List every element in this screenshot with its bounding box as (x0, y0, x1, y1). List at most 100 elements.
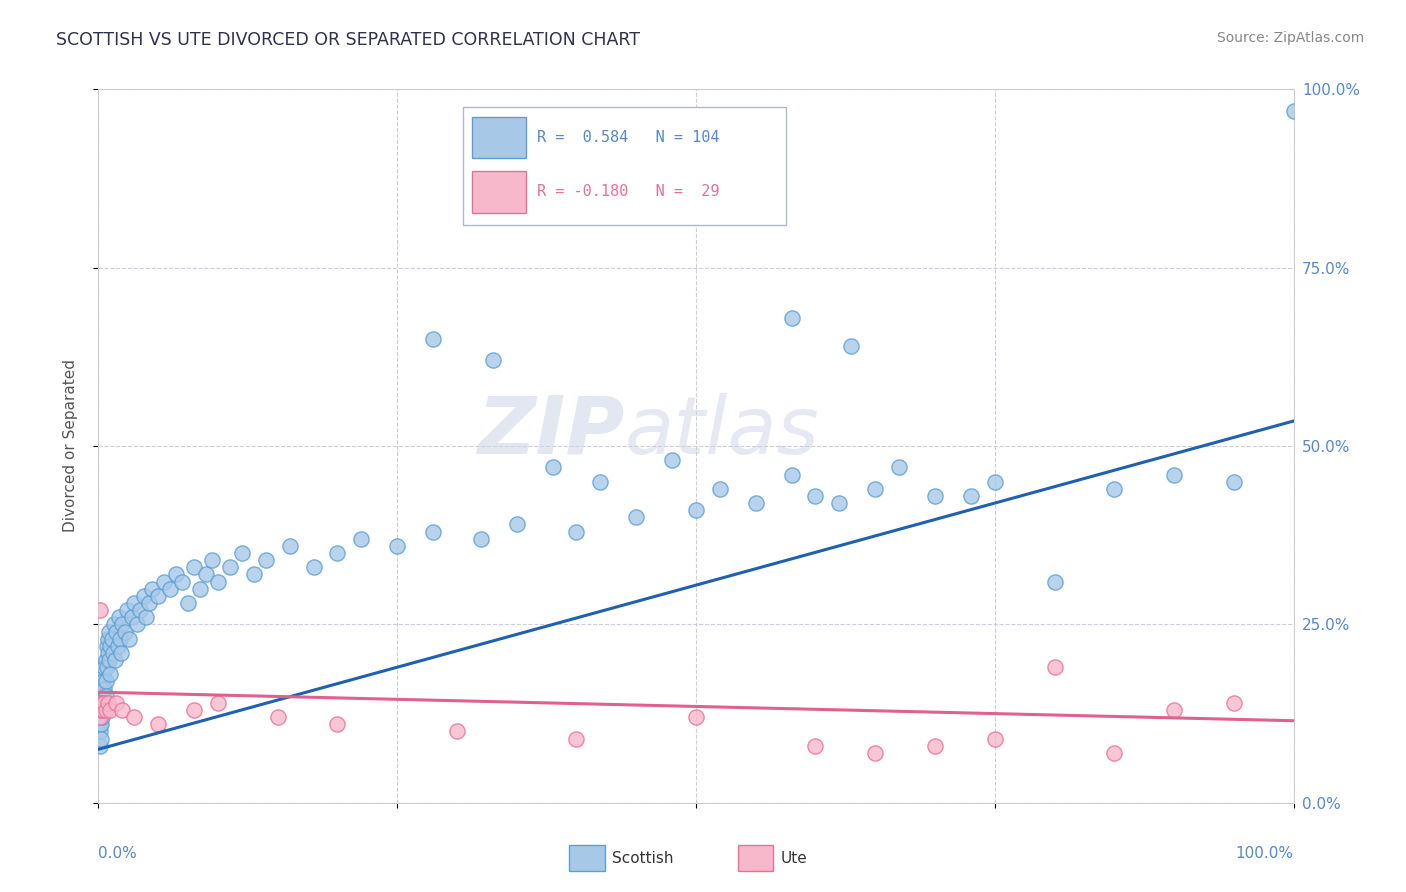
Point (97, 646, 120, 660)
Point (107, 639, 129, 653)
Point (745, 496, 768, 510)
Text: R = -0.180   N =  29: R = -0.180 N = 29 (537, 184, 720, 199)
Point (89, 710, 111, 724)
Text: R =  0.584   N = 104: R = 0.584 N = 104 (537, 129, 720, 145)
Point (207, 696, 229, 710)
Point (108, 632, 131, 646)
Point (865, 482, 887, 496)
Point (1163, 467, 1185, 482)
Point (589, 475, 612, 489)
Point (183, 703, 205, 717)
Point (90, 703, 112, 717)
Point (132, 589, 155, 603)
Point (1163, 703, 1185, 717)
Point (91, 667, 114, 681)
Point (93, 696, 115, 710)
Point (100, 632, 122, 646)
Point (141, 582, 163, 596)
Point (104, 653, 127, 667)
Point (385, 539, 409, 553)
Point (183, 560, 205, 574)
Point (135, 610, 157, 624)
Point (89, 696, 111, 710)
Point (91, 696, 114, 710)
Point (107, 610, 129, 624)
Point (1223, 475, 1246, 489)
Text: 0.0%: 0.0% (98, 846, 138, 861)
Point (195, 567, 218, 582)
Point (105, 624, 128, 639)
Point (780, 310, 803, 325)
Point (302, 560, 325, 574)
Point (98, 653, 121, 667)
Point (267, 710, 290, 724)
Point (90, 703, 112, 717)
Point (685, 503, 707, 517)
Point (254, 553, 277, 567)
Point (101, 646, 124, 660)
Point (90, 689, 112, 703)
Point (924, 489, 946, 503)
Point (661, 453, 683, 467)
Point (129, 603, 152, 617)
Point (470, 532, 492, 546)
Text: atlas: atlas (624, 392, 820, 471)
Point (984, 475, 1007, 489)
Point (506, 517, 529, 532)
Point (91, 696, 114, 710)
Point (219, 560, 242, 574)
Point (90, 696, 112, 710)
Point (91, 674, 114, 689)
Point (1104, 746, 1126, 760)
Point (984, 731, 1007, 746)
Point (89, 739, 111, 753)
Point (828, 496, 851, 510)
Point (159, 582, 181, 596)
Point (125, 617, 148, 632)
Text: 100.0%: 100.0% (1236, 846, 1294, 861)
Point (148, 717, 170, 731)
Point (1282, 103, 1305, 118)
Point (138, 596, 160, 610)
Point (207, 574, 229, 589)
Point (89, 710, 111, 724)
Point (422, 524, 444, 539)
Point (118, 632, 141, 646)
Text: Scottish: Scottish (612, 851, 673, 865)
Point (91, 703, 114, 717)
Y-axis label: Divorced or Separated: Divorced or Separated (63, 359, 77, 533)
Point (841, 339, 863, 353)
Point (98, 667, 122, 681)
Point (111, 703, 134, 717)
Point (96, 639, 118, 653)
Point (1223, 696, 1246, 710)
Point (231, 546, 253, 560)
Point (94, 703, 117, 717)
Point (565, 731, 588, 746)
Point (626, 510, 648, 524)
Point (326, 546, 349, 560)
Point (94, 689, 117, 703)
Point (94, 653, 117, 667)
Point (93, 681, 115, 696)
Point (177, 596, 200, 610)
Point (865, 746, 887, 760)
Point (326, 717, 349, 731)
Point (90, 717, 112, 731)
Point (685, 710, 707, 724)
Point (481, 353, 505, 368)
Point (804, 489, 827, 503)
Point (93, 696, 115, 710)
Point (780, 467, 803, 482)
Point (105, 696, 128, 710)
Point (201, 553, 224, 567)
Point (91, 696, 114, 710)
Point (124, 596, 146, 610)
Point (709, 482, 731, 496)
Point (94, 674, 117, 689)
Point (960, 489, 983, 503)
Point (188, 582, 211, 596)
Point (1043, 574, 1066, 589)
Point (350, 532, 373, 546)
Point (89, 724, 111, 739)
